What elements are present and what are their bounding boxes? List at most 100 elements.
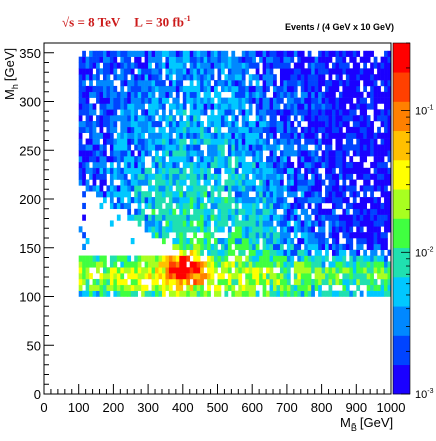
- heatmap-cell: [266, 126, 270, 133]
- heatmap-cell: [321, 138, 326, 145]
- heatmap-cell: [227, 202, 232, 210]
- heatmap-cell: [148, 144, 152, 151]
- heatmap-cell: [102, 267, 107, 274]
- heatmap-cell: [165, 56, 170, 63]
- heatmap-cell: [123, 68, 128, 75]
- heatmap-cell: [82, 56, 86, 63]
- heatmap-cell: [234, 173, 239, 180]
- heatmap-cell: [311, 56, 315, 63]
- heatmap-cell: [245, 179, 250, 186]
- heatmap-cell: [387, 197, 392, 204]
- heatmap-cell: [179, 80, 184, 87]
- heatmap-cell: [245, 278, 250, 286]
- heatmap-cell: [231, 68, 236, 75]
- heatmap-cell: [141, 121, 145, 128]
- heatmap-cell: [300, 290, 305, 297]
- heatmap-cell: [214, 179, 218, 186]
- heatmap-cell: [328, 138, 333, 145]
- heatmap-cell: [356, 214, 361, 221]
- heatmap-cell: [85, 103, 90, 110]
- heatmap-cell: [78, 161, 83, 169]
- heatmap-cell: [366, 115, 371, 122]
- heatmap-cell: [293, 220, 298, 227]
- heatmap-cell: [269, 97, 274, 104]
- heatmap-cell: [276, 202, 281, 210]
- heatmap-cell: [137, 144, 142, 151]
- heatmap-cell: [283, 132, 288, 139]
- heatmap-cell: [102, 91, 107, 98]
- heatmap-cell: [262, 80, 267, 87]
- heatmap-cell: [349, 191, 354, 198]
- heatmap-cell: [307, 232, 312, 239]
- heatmap-cell: [189, 173, 194, 180]
- heatmap-cell: [234, 220, 239, 227]
- heatmap-cell: [89, 109, 93, 116]
- heatmap-cell: [286, 132, 291, 139]
- heatmap-cell: [300, 150, 305, 157]
- heatmap-cell: [255, 173, 260, 180]
- heatmap-cell: [387, 109, 392, 116]
- heatmap-cell: [245, 50, 250, 57]
- heatmap-cell: [182, 202, 187, 210]
- heatmap-cell: [182, 208, 187, 215]
- heatmap-cell: [262, 208, 267, 215]
- heatmap-cell: [161, 197, 166, 204]
- heatmap-cell: [238, 267, 243, 274]
- heatmap-cell: [279, 62, 284, 69]
- heatmap-cell: [349, 68, 354, 75]
- heatmap-cell: [113, 74, 118, 81]
- heatmap-cell: [356, 74, 361, 81]
- heatmap-cell: [248, 290, 253, 297]
- heatmap-cell: [158, 80, 163, 87]
- heatmap-cell: [175, 197, 180, 204]
- heatmap-cell: [144, 91, 149, 98]
- heatmap-cell: [234, 91, 239, 98]
- heatmap-cell: [186, 226, 191, 233]
- heatmap-cell: [99, 273, 104, 280]
- heatmap-cell: [286, 202, 291, 210]
- heatmap-cell: [384, 74, 388, 81]
- heatmap-cell: [161, 278, 166, 286]
- heatmap-cell: [151, 56, 156, 63]
- heatmap-cell: [314, 273, 319, 280]
- heatmap-cell: [151, 232, 156, 239]
- heatmap-cell: [234, 167, 239, 174]
- heatmap-cell: [96, 132, 100, 139]
- heatmap-cell: [359, 121, 364, 128]
- heatmap-cell: [109, 185, 114, 192]
- heatmap-cell: [349, 97, 354, 104]
- heatmap-cell: [373, 208, 378, 215]
- heatmap-cell: [113, 62, 118, 69]
- heatmap-cell: [335, 150, 340, 157]
- heatmap-cell: [155, 290, 159, 297]
- heatmap-cell: [297, 144, 302, 151]
- heatmap-cell: [96, 97, 100, 104]
- heatmap-cell: [182, 278, 187, 286]
- heatmap-cell: [227, 150, 232, 157]
- heatmap-cell: [168, 220, 173, 227]
- heatmap-cell: [283, 85, 288, 93]
- heatmap-cell: [158, 56, 163, 63]
- heatmap-cell: [297, 121, 302, 128]
- heatmap-cell: [102, 97, 107, 104]
- heatmap-cell: [130, 185, 135, 192]
- heatmap-cell: [196, 156, 201, 163]
- heatmap-cell: [366, 232, 371, 239]
- heatmap-cell: [318, 80, 322, 87]
- heatmap-cell: [273, 156, 277, 163]
- heatmap-cell: [262, 74, 267, 81]
- heatmap-cell: [186, 191, 191, 198]
- heatmap-cell: [366, 238, 371, 245]
- heatmap-cell: [85, 97, 90, 104]
- heatmap-cell: [345, 173, 350, 180]
- heatmap-cell: [279, 68, 284, 75]
- heatmap-cell: [318, 232, 322, 239]
- heatmap-cell: [172, 144, 177, 151]
- heatmap-cell: [109, 220, 114, 227]
- heatmap-cell: [325, 68, 329, 75]
- heatmap-cell: [349, 138, 354, 145]
- heatmap-cell: [238, 97, 243, 104]
- heatmap-cell: [96, 156, 100, 163]
- heatmap-cell: [248, 243, 253, 250]
- heatmap-cell: [321, 103, 326, 110]
